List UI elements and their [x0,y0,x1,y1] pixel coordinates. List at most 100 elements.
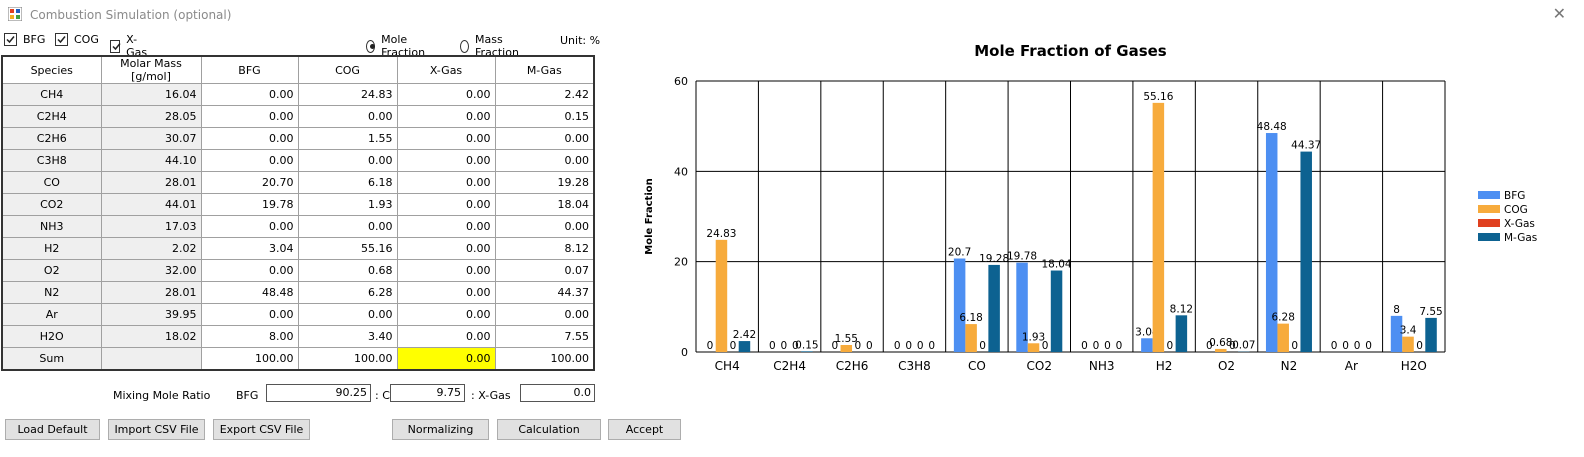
mixing-bfg-input[interactable]: 90.25 [266,384,371,402]
row-bfg-cell[interactable]: 20.70 [200,171,299,194]
row-mgas-cell[interactable]: 44.37 [494,281,595,304]
row-xgas-cell[interactable]: 0.00 [396,303,496,326]
row-xgas-cell[interactable]: 0.00 [396,259,496,282]
row-cog-cell[interactable]: 3.40 [297,325,398,348]
row-cog-cell[interactable]: 0.00 [297,303,398,326]
checkbox-check-icon[interactable] [55,33,68,46]
row-bfg-cell[interactable]: 0.00 [200,215,299,238]
row-cog-cell[interactable]: 0.00 [297,149,398,172]
sum-xgas-selected-cell[interactable]: 0.00 [396,347,496,371]
row-mgas-cell[interactable]: 7.55 [494,325,595,348]
sum-mgas[interactable]: 100.00 [494,347,595,371]
row-bfg-cell[interactable]: 8.00 [200,325,299,348]
row-bfg-cell[interactable]: 48.48 [200,281,299,304]
chart-bar-mgas [1050,270,1063,352]
row-cog-cell[interactable]: 24.83 [297,83,398,106]
row-mgas-cell[interactable]: 0.00 [494,303,595,326]
checkbox-check-icon[interactable] [110,39,121,53]
row-mgas-cell[interactable]: 8.12 [494,237,595,260]
row-xgas-cell[interactable]: 0.00 [396,105,496,128]
row-xgas-cell[interactable]: 0.00 [396,325,496,348]
row-xgas-cell[interactable]: 0.00 [396,193,496,216]
header-mgas: M-Gas [494,55,595,84]
row-bfg-cell[interactable]: 19.78 [200,193,299,216]
row-bfg-cell[interactable]: 0.00 [200,149,299,172]
load-default-button[interactable]: Load Default [5,419,100,440]
chart-data-label: 7.55 [1419,306,1442,318]
import-csv-button[interactable]: Import CSV File [108,419,205,440]
chart-data-label: 0 [928,340,935,352]
row-bfg-cell[interactable]: 0.00 [200,127,299,150]
row-species-cell: N2 [1,281,102,304]
chart-bar-bfg [1265,133,1278,352]
checkbox-check-icon[interactable] [4,33,17,46]
close-icon[interactable]: ✕ [1552,4,1566,23]
radio-unselected-icon[interactable] [460,39,470,53]
row-bfg-cell[interactable]: 0.00 [200,83,299,106]
chart-data-label: 19.78 [1007,251,1037,263]
table-row: O2 32.00 0.00 0.68 0.00 0.07 [1,259,595,282]
row-species-cell: C3H8 [1,149,102,172]
row-cog-cell[interactable]: 6.28 [297,281,398,304]
row-xgas-cell[interactable]: 0.00 [396,127,496,150]
row-mgas-cell[interactable]: 0.00 [494,127,595,150]
chart-data-label: 0 [854,340,861,352]
radio-selected-icon[interactable] [366,39,376,53]
chart-data-label: 6.18 [959,312,982,324]
row-bfg-cell[interactable]: 0.00 [200,105,299,128]
row-cog-cell[interactable]: 55.16 [297,237,398,260]
chart-xtick-label: C2H4 [773,359,806,373]
row-mgas-cell[interactable]: 0.07 [494,259,595,282]
row-bfg-cell[interactable]: 0.00 [200,259,299,282]
row-mgas-cell[interactable]: 0.00 [494,149,595,172]
checkbox-cog[interactable]: COG [55,33,99,46]
sum-cog[interactable]: 100.00 [297,347,398,371]
mixing-cog-input[interactable]: 9.75 [390,384,465,402]
row-mgas-cell[interactable]: 18.04 [494,193,595,216]
row-cog-cell[interactable]: 1.93 [297,193,398,216]
row-cog-cell[interactable]: 0.00 [297,215,398,238]
accept-button[interactable]: Accept [608,419,681,440]
sum-bfg[interactable]: 100.00 [200,347,299,371]
row-species-cell: Ar [1,303,102,326]
chart-bar-mgas [988,264,1000,352]
row-bfg-cell[interactable]: 0.00 [200,303,299,326]
chart-data-label: 44.37 [1291,140,1321,152]
calculation-button[interactable]: Calculation [497,419,601,440]
row-xgas-cell[interactable]: 0.00 [396,83,496,106]
export-csv-button[interactable]: Export CSV File [213,419,310,440]
row-xgas-cell[interactable]: 0.00 [396,149,496,172]
table-row: N2 28.01 48.48 6.28 0.00 44.37 [1,281,595,304]
chart-data-label: 0 [730,340,737,352]
row-xgas-cell[interactable]: 0.00 [396,171,496,194]
row-molar-mass-cell: 44.01 [100,193,202,216]
row-mgas-cell[interactable]: 0.15 [494,105,595,128]
row-species-cell: O2 [1,259,102,282]
row-species-cell: C2H6 [1,127,102,150]
chart-data-label: 8 [1393,304,1400,316]
row-xgas-cell[interactable]: 0.00 [396,215,496,238]
chart-bar-bfg [1141,338,1153,352]
row-mgas-cell[interactable]: 2.42 [494,83,595,106]
table-row: CO 28.01 20.70 6.18 0.00 19.28 [1,171,595,194]
row-species-cell: NH3 [1,215,102,238]
chart-xtick-label: O2 [1218,359,1235,373]
chart-legend-swatch [1478,191,1500,199]
normalizing-button[interactable]: Normalizing [392,419,489,440]
row-mgas-cell[interactable]: 0.00 [494,215,595,238]
row-mgas-cell[interactable]: 19.28 [494,171,595,194]
row-bfg-cell[interactable]: 3.04 [200,237,299,260]
header-molar-mass: Molar Mass [g/mol] [100,55,202,84]
chart-data-label: 8.12 [1170,303,1193,315]
row-xgas-cell[interactable]: 0.00 [396,281,496,304]
row-cog-cell[interactable]: 0.68 [297,259,398,282]
checkbox-bfg[interactable]: BFG [4,33,45,46]
row-cog-cell[interactable]: 0.00 [297,105,398,128]
row-species-cell: H2O [1,325,102,348]
chart-bar-bfg [1390,315,1403,352]
row-cog-cell[interactable]: 6.18 [297,171,398,194]
row-cog-cell[interactable]: 1.55 [297,127,398,150]
chart-ytick-label: 0 [681,346,688,359]
row-xgas-cell[interactable]: 0.00 [396,237,496,260]
mixing-xgas-input[interactable]: 0.0 [520,384,595,402]
